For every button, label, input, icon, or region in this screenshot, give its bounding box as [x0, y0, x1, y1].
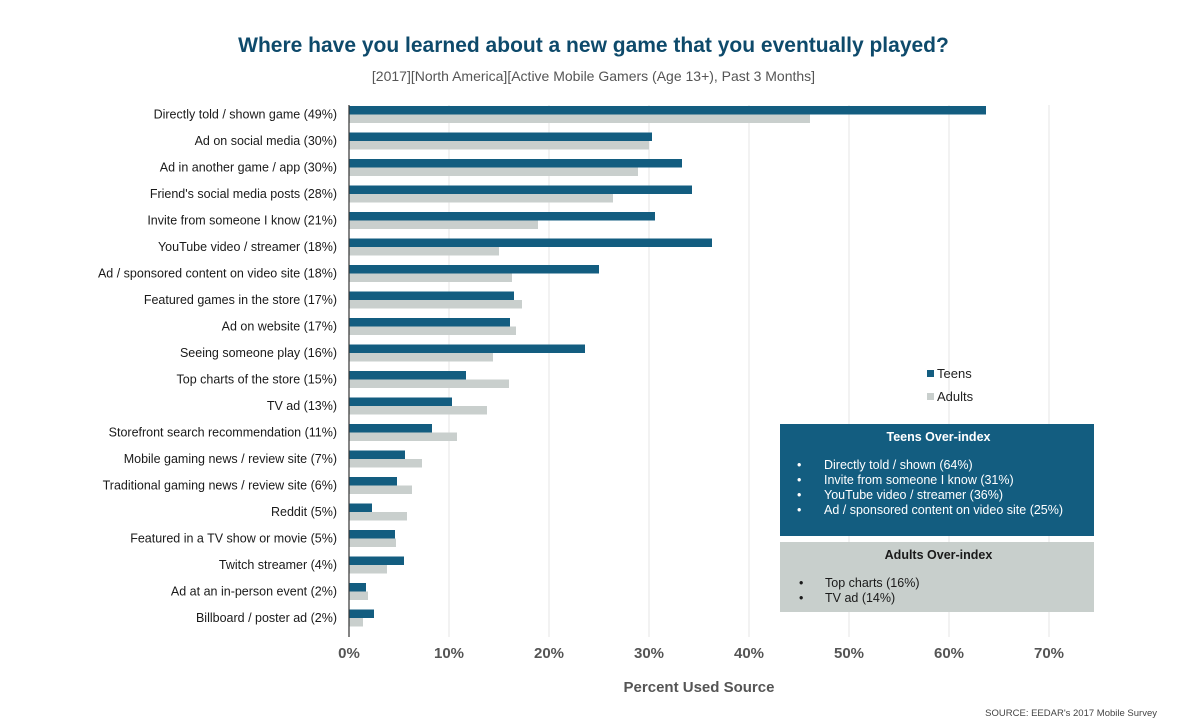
teens-box-item: Directly told / shown (64%)	[794, 458, 1083, 473]
bar-teens	[349, 583, 366, 592]
category-label: Mobile gaming news / review site (7%)	[124, 452, 337, 466]
legend-item-adults: Adults	[927, 385, 973, 408]
bar-adults	[349, 220, 538, 229]
bar-adults	[349, 194, 613, 203]
chart-subtitle: [2017][North America][Active Mobile Game…	[371, 68, 816, 84]
bar-adults	[349, 459, 422, 468]
bar-teens	[349, 609, 374, 618]
bar-adults	[349, 565, 387, 574]
bar-teens	[349, 556, 404, 565]
x-tick-label: 60%	[934, 645, 964, 662]
bar-adults	[349, 273, 512, 282]
legend-swatch-adults	[927, 393, 934, 400]
teens-box-item: Ad / sponsored content on video site (25…	[794, 503, 1083, 518]
bar-adults	[349, 485, 412, 494]
x-tick-label: 40%	[734, 645, 764, 662]
category-label: Friend's social media posts (28%)	[150, 187, 337, 201]
x-tick-label: 10%	[434, 645, 464, 662]
teens-box-list: Directly told / shown (64%) Invite from …	[794, 458, 1083, 518]
bar-teens	[349, 397, 452, 406]
legend-item-teens: Teens	[927, 362, 973, 385]
legend-label-adults: Adults	[937, 389, 974, 404]
bar-adults	[349, 247, 499, 256]
bar-teens	[349, 238, 712, 247]
category-label: Featured games in the store (17%)	[144, 293, 337, 307]
bar-teens	[349, 318, 510, 327]
bar-teens	[349, 344, 585, 353]
bar-adults	[349, 379, 509, 388]
bar-teens	[349, 159, 682, 168]
bar-teens	[349, 265, 599, 274]
category-label: Ad / sponsored content on video site (18…	[98, 267, 337, 281]
teens-over-index-box: Teens Over-index Directly told / shown (…	[780, 424, 1094, 536]
bar-teens	[349, 132, 652, 141]
bar-adults	[349, 141, 649, 150]
adults-box-item: TV ad (14%)	[794, 591, 1083, 606]
category-label: Top charts of the store (15%)	[177, 373, 338, 387]
bar-adults	[349, 591, 368, 600]
category-label: YouTube video / streamer (18%)	[158, 240, 337, 254]
legend: Teens Adults	[927, 362, 973, 408]
category-label: Ad on website (17%)	[222, 320, 337, 334]
bar-teens	[349, 477, 397, 486]
adults-box-list: Top charts (16%) TV ad (14%)	[794, 576, 1083, 606]
bar-teens	[349, 106, 986, 115]
bar-adults	[349, 538, 396, 547]
adults-box-item: Top charts (16%)	[794, 576, 1083, 591]
teens-box-item: Invite from someone I know (31%)	[794, 473, 1083, 488]
x-axis-label: Percent Used Source	[623, 679, 775, 696]
source-note: SOURCE: EEDAR's 2017 Mobile Survey	[985, 708, 1157, 719]
legend-swatch-teens	[927, 370, 934, 377]
bar-teens	[349, 530, 395, 539]
bar-adults	[349, 406, 487, 415]
bar-teens	[349, 503, 372, 512]
bar-adults	[349, 114, 810, 123]
bar-adults	[349, 618, 363, 627]
category-label: Traditional gaming news / review site (6…	[103, 479, 337, 493]
bar-teens	[349, 371, 466, 380]
bar-teens	[349, 291, 514, 300]
category-label: Storefront search recommendation (11%)	[109, 426, 337, 440]
category-label: Ad on social media (30%)	[195, 134, 337, 148]
x-tick-label: 50%	[834, 645, 864, 662]
category-label: Billboard / poster ad (2%)	[196, 611, 337, 625]
category-label: Seeing someone play (16%)	[180, 346, 337, 360]
category-label: Ad in another game / app (30%)	[160, 161, 337, 175]
bar-adults	[349, 300, 522, 309]
chart-title: Where have you learned about a new game …	[238, 34, 949, 57]
adults-over-index-box: Adults Over-index Top charts (16%) TV ad…	[780, 542, 1094, 612]
category-label: TV ad (13%)	[267, 399, 337, 413]
x-tick-label: 30%	[634, 645, 664, 662]
bar-adults	[349, 353, 493, 362]
bar-teens	[349, 424, 432, 433]
bar-adults	[349, 326, 516, 335]
category-label: Featured in a TV show or movie (5%)	[130, 532, 337, 546]
teens-box-item: YouTube video / streamer (36%)	[794, 488, 1083, 503]
bar-teens	[349, 185, 692, 194]
legend-label-teens: Teens	[937, 366, 972, 381]
bar-teens	[349, 450, 405, 459]
x-tick-label: 0%	[338, 645, 360, 662]
adults-box-title: Adults Over-index	[884, 548, 993, 562]
bar-adults	[349, 512, 407, 521]
teens-box-title: Teens Over-index	[886, 430, 991, 444]
bar-adults	[349, 432, 457, 441]
category-label: Directly told / shown game (49%)	[154, 108, 337, 122]
category-label: Reddit (5%)	[271, 505, 337, 519]
category-label: Ad at an in-person event (2%)	[171, 585, 337, 599]
category-label: Invite from someone I know (21%)	[147, 214, 337, 228]
x-tick-label: 20%	[534, 645, 564, 662]
x-tick-label: 70%	[1034, 645, 1064, 662]
bar-adults	[349, 167, 638, 176]
category-label: Twitch streamer (4%)	[219, 558, 337, 572]
bar-teens	[349, 212, 655, 221]
